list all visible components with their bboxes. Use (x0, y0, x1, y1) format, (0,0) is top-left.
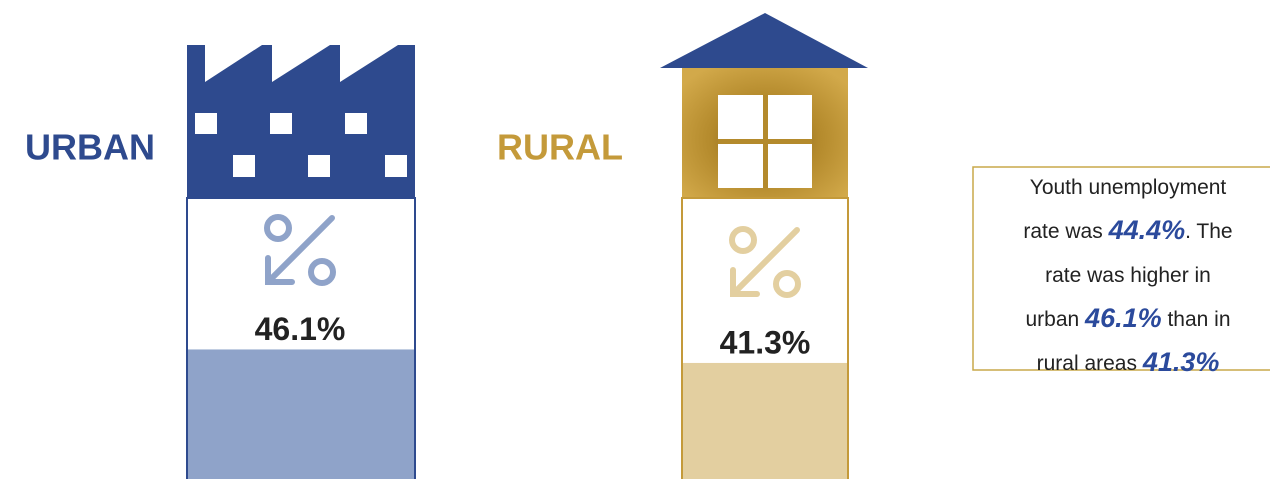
note-text: rate was higher in (1045, 264, 1211, 287)
urban-column (186, 197, 416, 479)
factory-windows (195, 113, 407, 177)
percent-icon (264, 214, 336, 286)
icon-arrow-head (265, 255, 295, 285)
icon-arrow (265, 215, 335, 285)
rural-column (681, 197, 849, 479)
note-text: rate was (1023, 220, 1108, 243)
house-window (718, 95, 812, 188)
note-highlight: 46.1% (1084, 303, 1162, 333)
icon-circle (773, 270, 801, 298)
house-roof (660, 13, 868, 68)
icon-circle (264, 214, 292, 242)
note-line: urban 46.1% than in (1026, 303, 1231, 333)
icon-arrow (730, 227, 800, 297)
note-text: than in (1162, 308, 1231, 331)
icon-circle (308, 258, 336, 286)
note-highlight: 44.4% (1108, 215, 1186, 245)
icon-circle (729, 226, 757, 254)
value-label: 41.3% (720, 324, 811, 360)
note-highlight: 41.3% (1142, 347, 1220, 377)
note-line: rural areas 41.3% (1037, 347, 1220, 377)
percent-icon (729, 226, 801, 298)
bar (683, 362, 847, 479)
note-text: urban (1026, 308, 1086, 331)
note-line: rate was 44.4%. The (1023, 215, 1232, 245)
note-text: rural areas (1037, 352, 1143, 375)
note-text: Youth unemployment (1030, 176, 1227, 199)
category-label: URBAN (25, 127, 155, 168)
icon-arrow-head (730, 267, 760, 297)
factory-icon (187, 45, 415, 198)
value-label: 46.1% (255, 311, 346, 347)
note-line: Youth unemployment (1030, 176, 1227, 199)
note-line: rate was higher in (1045, 264, 1211, 287)
note-text: . The (1185, 220, 1232, 243)
category-label: RURAL (497, 127, 623, 168)
note-box (972, 166, 1270, 371)
bar (188, 349, 414, 479)
